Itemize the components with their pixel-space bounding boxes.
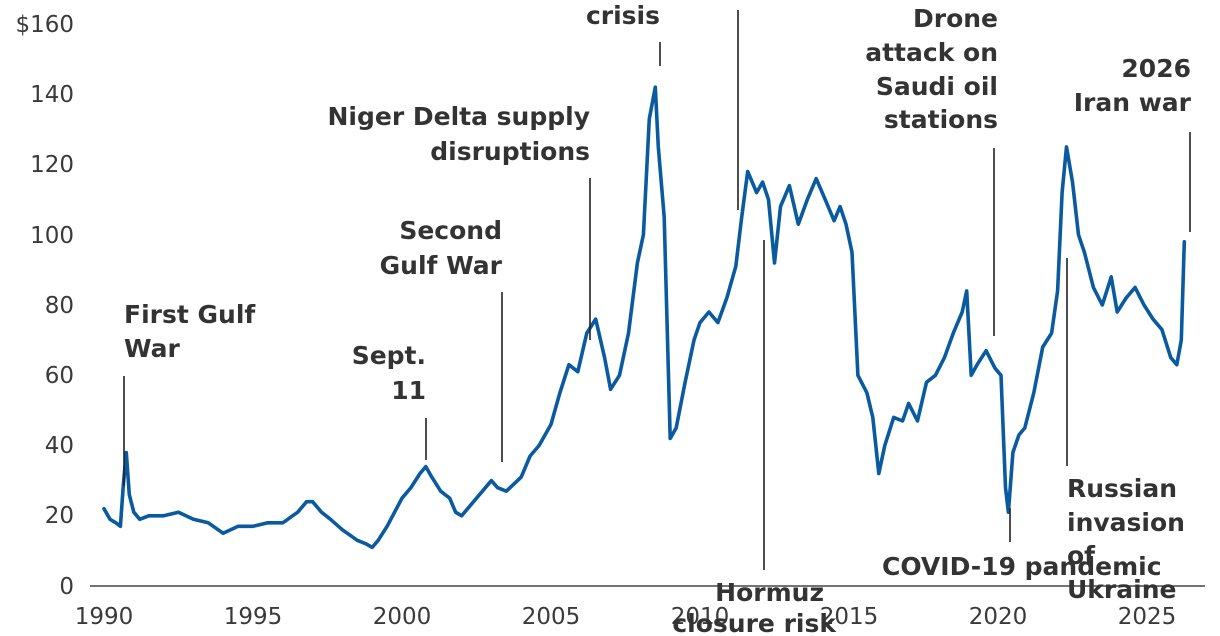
annotation-label: Drone [913, 4, 998, 33]
annotation-label: Sept. [352, 341, 426, 370]
annotation-label: Saudi oil [876, 72, 998, 101]
x-axis-ticks: 1990 1995 2000 2005 2010 2015 2020 2025 [75, 604, 1177, 630]
oil-price-line [102, 85, 1187, 550]
annotation-label: Hormuz [715, 578, 824, 607]
annotation-label: crisis [586, 1, 660, 30]
x-tick-label: 2010 [671, 604, 730, 630]
x-tick-label: 2015 [820, 604, 879, 630]
x-tick-label: 2000 [373, 604, 432, 630]
annotation-label: Niger Delta supply [327, 102, 590, 131]
annotation-label: stations [884, 105, 998, 134]
annotation-crisis: crisis [586, 1, 661, 66]
x-tick-label: 1990 [75, 604, 134, 630]
x-tick-label: 1995 [224, 604, 283, 630]
annotation-label: Ukraine [1067, 575, 1176, 604]
annotation-second-gulf-war: Second Gulf War [380, 216, 503, 462]
annotation-sept-11: Sept. 11 [352, 341, 427, 460]
annotation-label: COVID-19 pandemic [882, 552, 1162, 581]
annotation-drone-attack: Drone attack on Saudi oil stations [865, 4, 998, 336]
annotation-label: Second [399, 216, 502, 245]
x-tick-label: 2005 [522, 604, 581, 630]
annotation-label: War [124, 334, 181, 363]
annotation-hormuz: Hormuz closure risk [672, 240, 837, 636]
y-tick-label: 120 [30, 152, 74, 178]
y-tick-label: 60 [45, 363, 74, 389]
y-tick-label: 80 [45, 293, 74, 319]
annotation-covid: COVID-19 pandemic [882, 508, 1162, 581]
y-tick-label: 0 [59, 574, 74, 600]
annotation-label: Gulf War [380, 251, 503, 280]
x-tick-label: 2020 [969, 604, 1028, 630]
annotation-niger-delta: Niger Delta supply disruptions [327, 102, 591, 340]
annotation-label: of [1067, 541, 1096, 570]
annotation-label: attack on [865, 38, 998, 67]
y-axis-ticks: $160 140 120 100 80 60 40 20 0 [15, 12, 74, 600]
y-tick-label: $160 [15, 12, 74, 38]
y-tick-label: 40 [45, 433, 74, 459]
y-tick-label: 20 [45, 503, 74, 529]
annotation-label: First Gulf [124, 300, 256, 329]
annotation-iran-war: 2026 Iran war [1074, 54, 1192, 232]
y-tick-label: 140 [30, 82, 74, 108]
annotation-russian-invasion: Russian invasion of Ukraine [1066, 258, 1185, 604]
annotation-label: Russian [1067, 474, 1177, 503]
annotation-label: disruptions [430, 137, 590, 166]
annotation-label: Iran war [1074, 88, 1192, 117]
y-tick-label: 100 [30, 223, 74, 249]
annotation-label: 2026 [1121, 54, 1191, 83]
annotation-label: invasion [1067, 508, 1185, 537]
x-tick-label: 2025 [1118, 604, 1177, 630]
annotation-label: closure risk [672, 609, 837, 636]
annotation-first-gulf-war: First Gulf War [123, 300, 256, 486]
annotation-label: 11 [391, 376, 426, 405]
